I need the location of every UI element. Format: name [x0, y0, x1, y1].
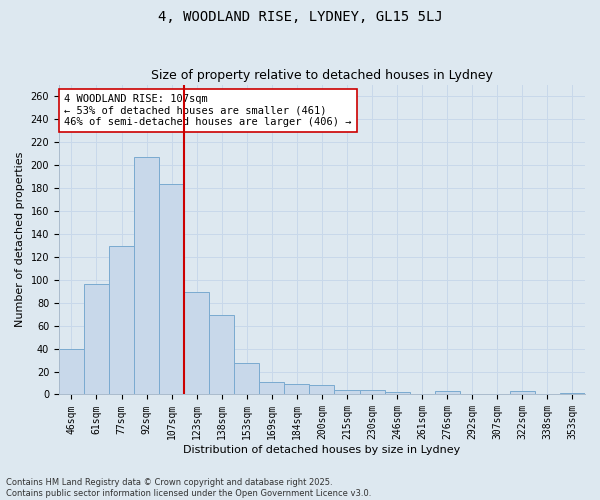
Bar	[359, 390, 385, 394]
Bar	[334, 390, 359, 394]
Bar	[159, 184, 184, 394]
Bar	[59, 348, 84, 395]
X-axis label: Distribution of detached houses by size in Lydney: Distribution of detached houses by size …	[184, 445, 461, 455]
Bar	[134, 157, 159, 394]
Bar	[434, 391, 460, 394]
Y-axis label: Number of detached properties: Number of detached properties	[15, 152, 25, 327]
Title: Size of property relative to detached houses in Lydney: Size of property relative to detached ho…	[151, 69, 493, 82]
Bar	[209, 316, 234, 394]
Bar	[310, 386, 334, 394]
Bar	[284, 384, 310, 394]
Text: 4 WOODLAND RISE: 107sqm
← 53% of detached houses are smaller (461)
46% of semi-d: 4 WOODLAND RISE: 107sqm ← 53% of detache…	[64, 94, 352, 127]
Bar	[184, 292, 209, 394]
Bar	[109, 246, 134, 394]
Bar	[84, 284, 109, 395]
Bar	[234, 364, 259, 394]
Bar	[385, 392, 410, 394]
Bar	[510, 391, 535, 394]
Text: 4, WOODLAND RISE, LYDNEY, GL15 5LJ: 4, WOODLAND RISE, LYDNEY, GL15 5LJ	[158, 10, 442, 24]
Text: Contains HM Land Registry data © Crown copyright and database right 2025.
Contai: Contains HM Land Registry data © Crown c…	[6, 478, 371, 498]
Bar	[259, 382, 284, 394]
